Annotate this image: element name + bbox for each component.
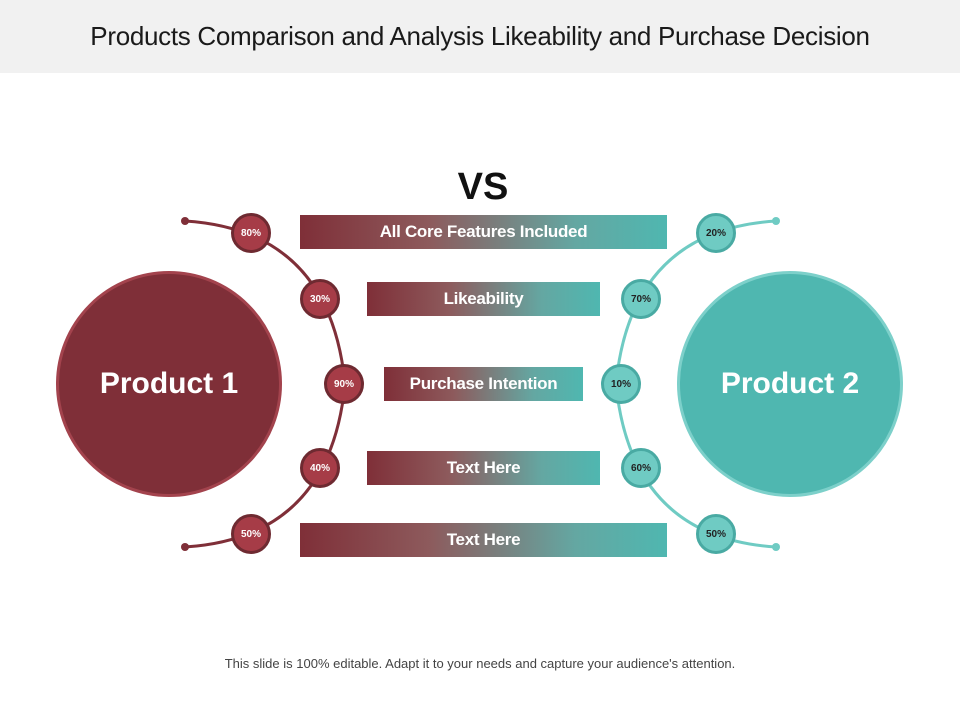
product-1-percent: 30% xyxy=(300,279,340,319)
bar-label: Likeability xyxy=(443,289,524,308)
product-2-percent: 20% xyxy=(696,213,736,253)
bar-label: Purchase Intention xyxy=(409,374,558,393)
comparison-bar: Text Here xyxy=(300,523,667,557)
product-2-circle: Product 2 xyxy=(677,271,903,497)
left-arc-end-bottom xyxy=(181,543,189,551)
product-1-circle: Product 1 xyxy=(56,271,282,497)
product-1-percent: 40% xyxy=(300,448,340,488)
product-1-percent: 50% xyxy=(231,514,271,554)
product-1-percent: 80% xyxy=(231,213,271,253)
product-2-percent: 70% xyxy=(621,279,661,319)
bar-label: Text Here xyxy=(446,530,521,549)
product-2-percent: 50% xyxy=(696,514,736,554)
footer-note: This slide is 100% editable. Adapt it to… xyxy=(224,656,736,671)
right-arc-end-bottom xyxy=(772,543,780,551)
product-1-label: Product 1 xyxy=(99,367,239,400)
comparison-bar: All Core Features Included xyxy=(300,215,667,249)
vs-label: VS xyxy=(457,166,509,208)
product-1-percent: 90% xyxy=(324,364,364,404)
comparison-bar: Likeability xyxy=(367,282,600,316)
product-2-label: Product 2 xyxy=(720,367,860,400)
product-2-percent: 10% xyxy=(601,364,641,404)
product-2-percent: 60% xyxy=(621,448,661,488)
slide-title: Products Comparison and Analysis Likeabi… xyxy=(90,21,870,51)
comparison-bar: Purchase Intention xyxy=(384,367,583,401)
right-arc-end-top xyxy=(772,217,780,225)
comparison-bar: Text Here xyxy=(367,451,600,485)
bar-label: Text Here xyxy=(446,458,521,477)
title-bar: Products Comparison and Analysis Likeabi… xyxy=(0,0,960,73)
bar-label: All Core Features Included xyxy=(379,222,588,241)
left-arc-end-top xyxy=(181,217,189,225)
